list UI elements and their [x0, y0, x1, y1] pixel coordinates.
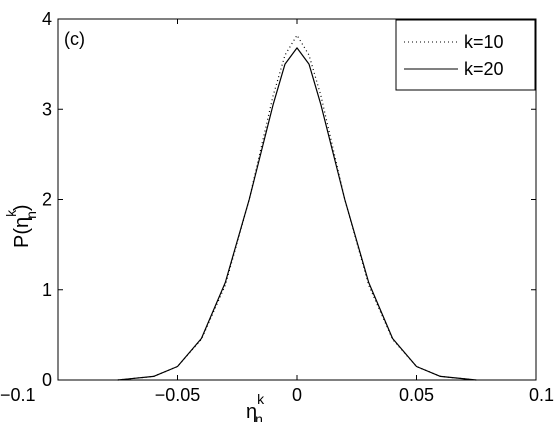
- y-tick-label: 0: [42, 370, 52, 390]
- legend-box: [395, 19, 536, 91]
- y-axis-label: P(ηk n): [3, 204, 39, 248]
- y-tick-label: 1: [42, 280, 52, 300]
- x-axis-label-base: η: [246, 401, 257, 422]
- series-layer: [117, 34, 477, 381]
- x-tick-label: 0.1: [529, 385, 554, 405]
- x-tick-label: 0.05: [399, 385, 434, 405]
- legend-label-k20: k=20: [464, 59, 504, 79]
- y-tick-label: 3: [42, 99, 52, 119]
- legend: k=10 k=20: [395, 19, 536, 91]
- x-axis-label-sup: k: [257, 391, 265, 407]
- y-axis-label-suffix: ): [11, 204, 33, 211]
- y-tick-label: 4: [42, 9, 52, 29]
- y-axis-label-prefix: P(η: [11, 217, 33, 248]
- y-axis-label-sub: n: [23, 211, 39, 219]
- y-axis-label-sup: k: [3, 209, 19, 217]
- x-axis-label-sub: n: [255, 411, 263, 422]
- panel-label: (c): [64, 29, 85, 49]
- x-tick-label: 0: [292, 385, 302, 405]
- legend-label-k10: k=10: [464, 32, 504, 52]
- x-axis-label: ηk n: [246, 391, 265, 422]
- series-line-k20: [117, 47, 477, 381]
- y-tick-label: 2: [42, 190, 52, 210]
- x-tick-label: −0.05: [155, 385, 201, 405]
- x-tick-label: −0.1: [0, 385, 36, 405]
